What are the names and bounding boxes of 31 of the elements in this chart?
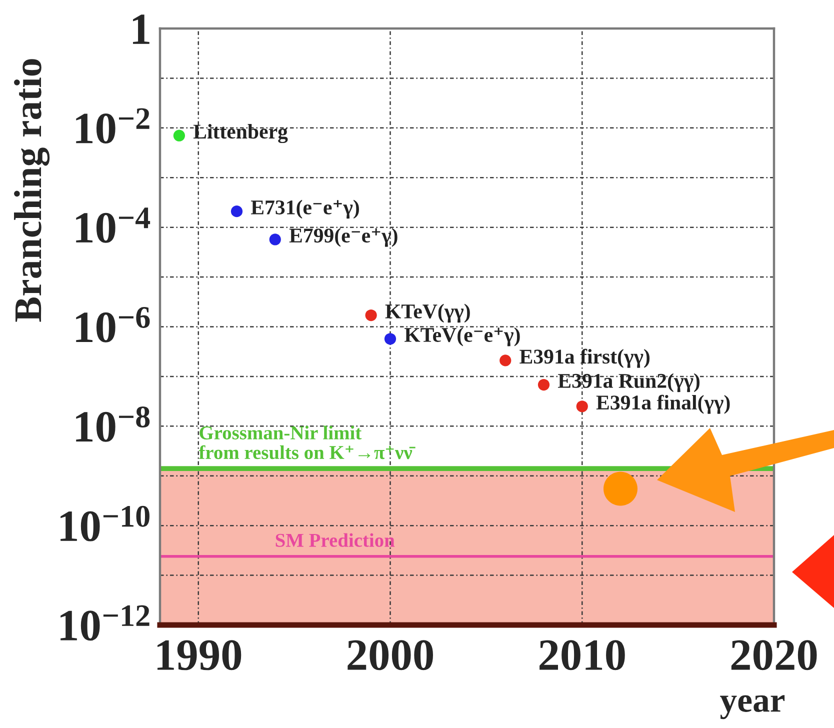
y-tick-label: 10$^{−12}$ [60,605,150,641]
annotation: E731(e⁻e⁺γ) [250,200,359,219]
point [230,206,243,218]
point [173,130,185,142]
y-tick-label: 10$^{−2}$ [76,108,150,144]
x-tick-label: 1990 [157,640,242,670]
ref-line-label: Grossman-Nir limit from results on K⁺→π⁺νν̄ [198,426,416,460]
ref-line-label: SM Prediction [276,533,395,547]
x-tick-label: 2000 [348,640,433,670]
point [384,333,396,345]
x-axis-title: year [720,695,785,720]
y-tick-label: 10$^{−6}$ [76,307,150,342]
point [538,378,550,391]
annotation: E391a final(γγ) [596,394,730,414]
point [576,400,588,412]
annotation: E391a Run2(γγ) [558,373,700,392]
x-tick-label: 2010 [540,640,625,670]
annotation: Littenberg [193,124,288,144]
point [500,354,512,366]
annotation: KTeV(e⁻e⁺γ) [404,327,520,346]
y-tick-label: 10$^{−8}$ [76,406,150,442]
annotation: E799(e⁻e⁺γ) [289,228,398,247]
annotation: KTeV(γγ) [385,304,470,323]
y-axis-title: Branching ratio [14,59,50,322]
y-tick-label: 10$^{−10}$ [60,506,150,542]
point [269,234,281,246]
point [365,309,377,322]
y-tick-label: 10$^{−4}$ [76,208,150,243]
y-tick-label: 1 [133,14,150,44]
annotation: E391a first(γγ) [520,348,650,368]
x-tick-label: 2020 [731,640,817,670]
